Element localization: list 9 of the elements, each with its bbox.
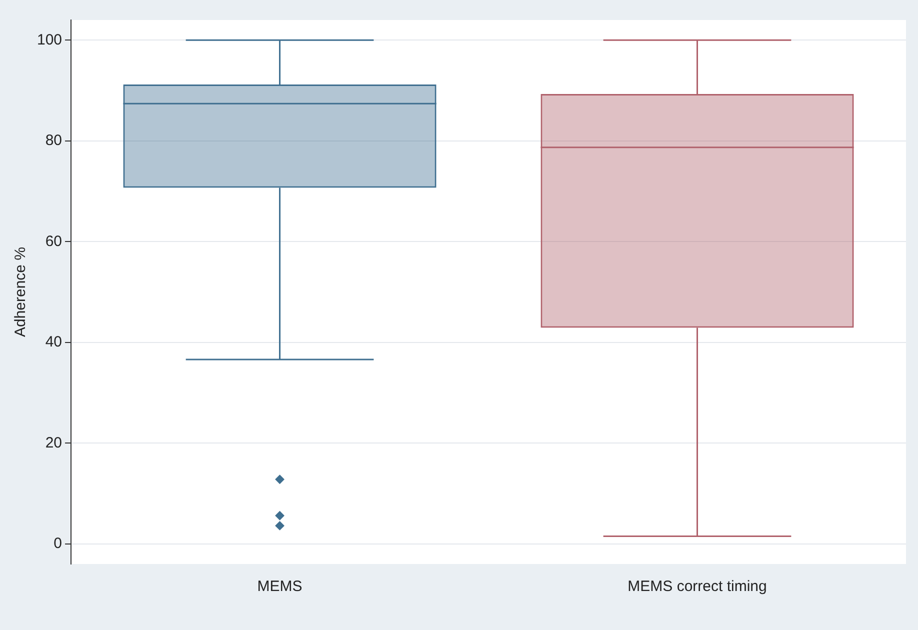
y-tick-label: 100 bbox=[36, 31, 62, 48]
y-tick-label: 20 bbox=[45, 434, 62, 452]
y-axis-title: Adherence % bbox=[12, 246, 30, 338]
y-tick-label: 60 bbox=[45, 232, 62, 250]
x-tick-label: MEMS correct timing bbox=[628, 578, 767, 596]
x-tick-label: MEMS bbox=[257, 578, 302, 596]
y-tick-label: 40 bbox=[45, 334, 62, 351]
y-tick-label: 80 bbox=[45, 132, 62, 150]
y-tick-label: 0 bbox=[54, 534, 62, 552]
